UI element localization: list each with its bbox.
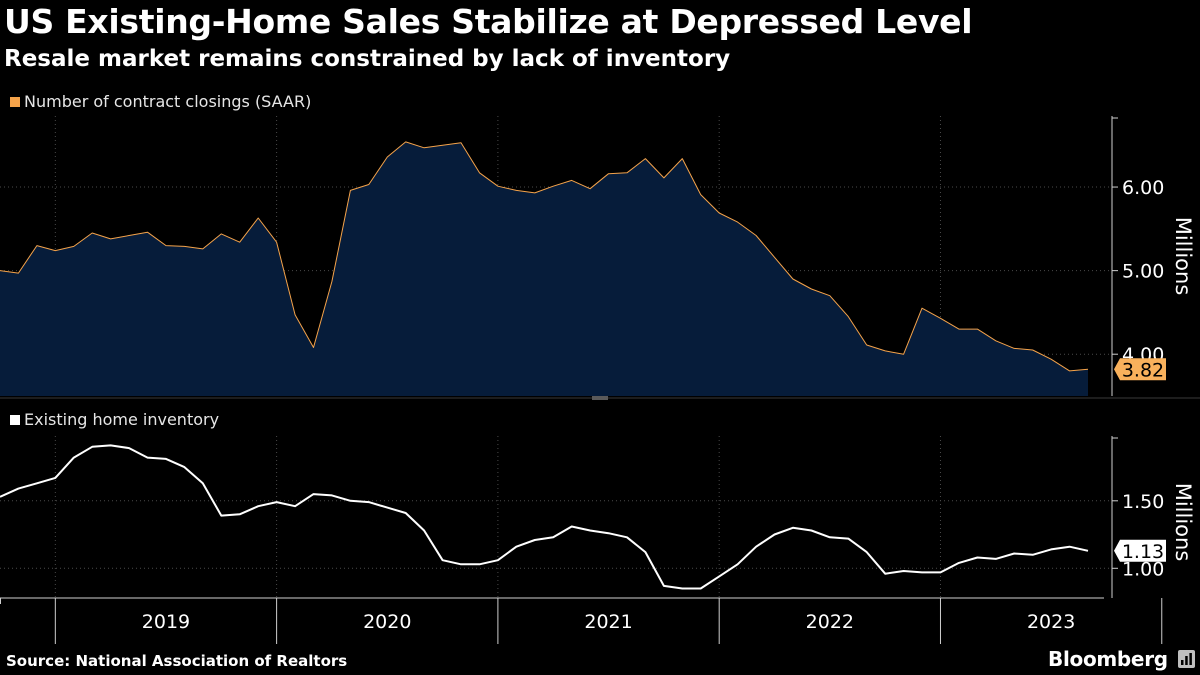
- bloomberg-logo: Bloomberg: [1048, 647, 1168, 671]
- bloomberg-mark-icon: [1178, 650, 1195, 668]
- panel-resize-handle: [592, 396, 608, 400]
- last-value-label-sales: 3.82: [1122, 359, 1164, 381]
- y-tick-label-inventory-0: 1.00: [1122, 558, 1164, 580]
- y-axis-title-sales: Millions: [1171, 217, 1195, 296]
- x-tick-label-2022: 2022: [806, 611, 854, 633]
- chart-title: US Existing-Home Sales Stabilize at Depr…: [4, 2, 973, 41]
- y-tick-label-sales-2: 6.00: [1122, 177, 1164, 199]
- y-tick-label-inventory-1: 1.50: [1122, 491, 1164, 513]
- legend-inventory-label: Existing home inventory: [24, 410, 220, 429]
- legend-sales: Number of contract closings (SAAR): [10, 92, 311, 111]
- chart-subtitle: Resale market remains constrained by lac…: [4, 46, 731, 72]
- series-line-sales: [0, 141, 1089, 372]
- last-value-flag-sales: [1114, 358, 1166, 381]
- y-tick-label-sales-1: 5.00: [1122, 261, 1164, 283]
- x-tick-label-2021: 2021: [584, 611, 632, 633]
- x-tick-label-2023: 2023: [1027, 611, 1075, 633]
- x-tick-label-2020: 2020: [363, 611, 411, 633]
- y-axis-title-inventory: Millions: [1171, 483, 1195, 562]
- last-value-flag-inventory: [1114, 539, 1166, 562]
- legend-sales-label: Number of contract closings (SAAR): [24, 92, 312, 111]
- x-tick-label-2019: 2019: [142, 611, 190, 633]
- series-area-sales: [0, 141, 1088, 396]
- legend-sales-swatch: [10, 96, 20, 107]
- series-line-inventory: [0, 444, 1089, 590]
- source-note: Source: National Association of Realtors: [6, 652, 348, 670]
- last-value-label-inventory: 1.13: [1122, 541, 1164, 563]
- legend-inventory-swatch: [10, 414, 20, 425]
- legend-inventory: Existing home inventory: [10, 410, 219, 429]
